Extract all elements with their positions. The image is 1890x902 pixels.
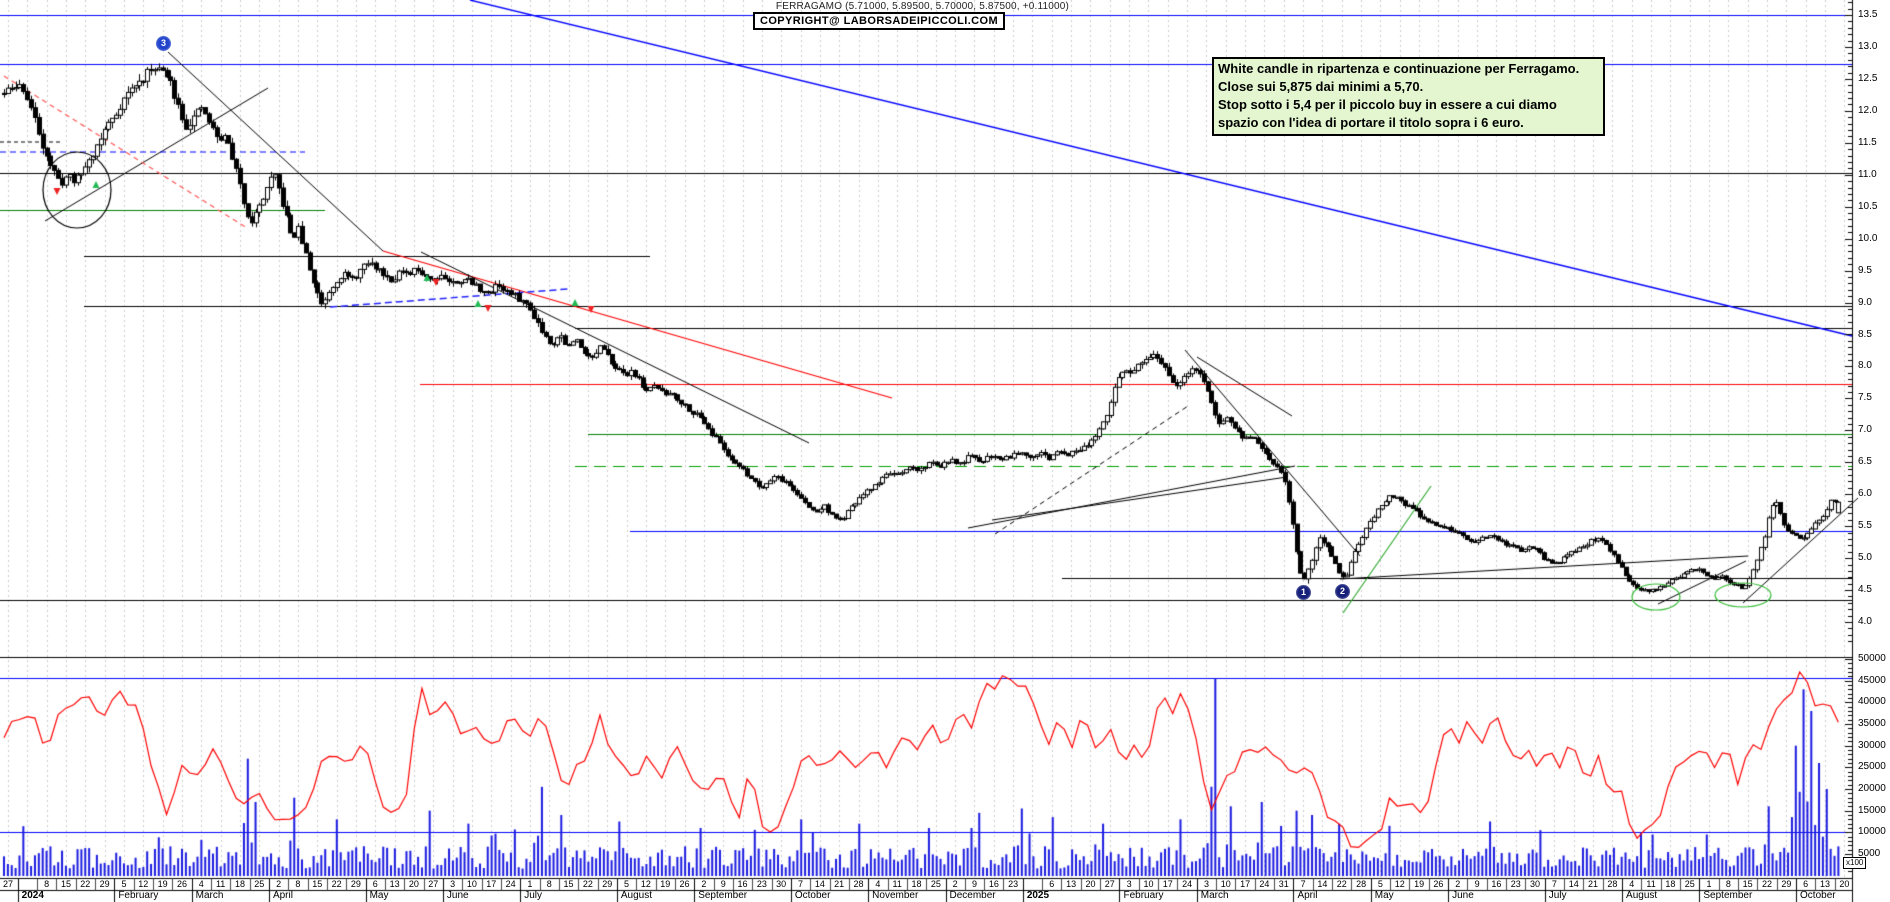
volume-multiplier-label: x100 (1843, 857, 1867, 869)
analysis-note-line: spazio con l'idea di portare il titolo s… (1218, 115, 1524, 130)
analysis-note-line: Stop sotto i 5,4 per il piccolo buy in e… (1218, 97, 1557, 112)
analysis-note-line: White candle in ripartenza e continuazio… (1218, 61, 1580, 76)
copyright-banner: COPYRIGHT@ LABORSADEIPICCOLI.COM (753, 12, 1006, 30)
analysis-note-box[interactable]: White candle in ripartenza e continuazio… (1212, 57, 1605, 136)
quote-title: FERRAGAMO (5.71000, 5.89500, 5.70000, 5.… (775, 1, 1070, 12)
analysis-note-line: Close sui 5,875 dai minimi a 5,70. (1218, 79, 1424, 94)
